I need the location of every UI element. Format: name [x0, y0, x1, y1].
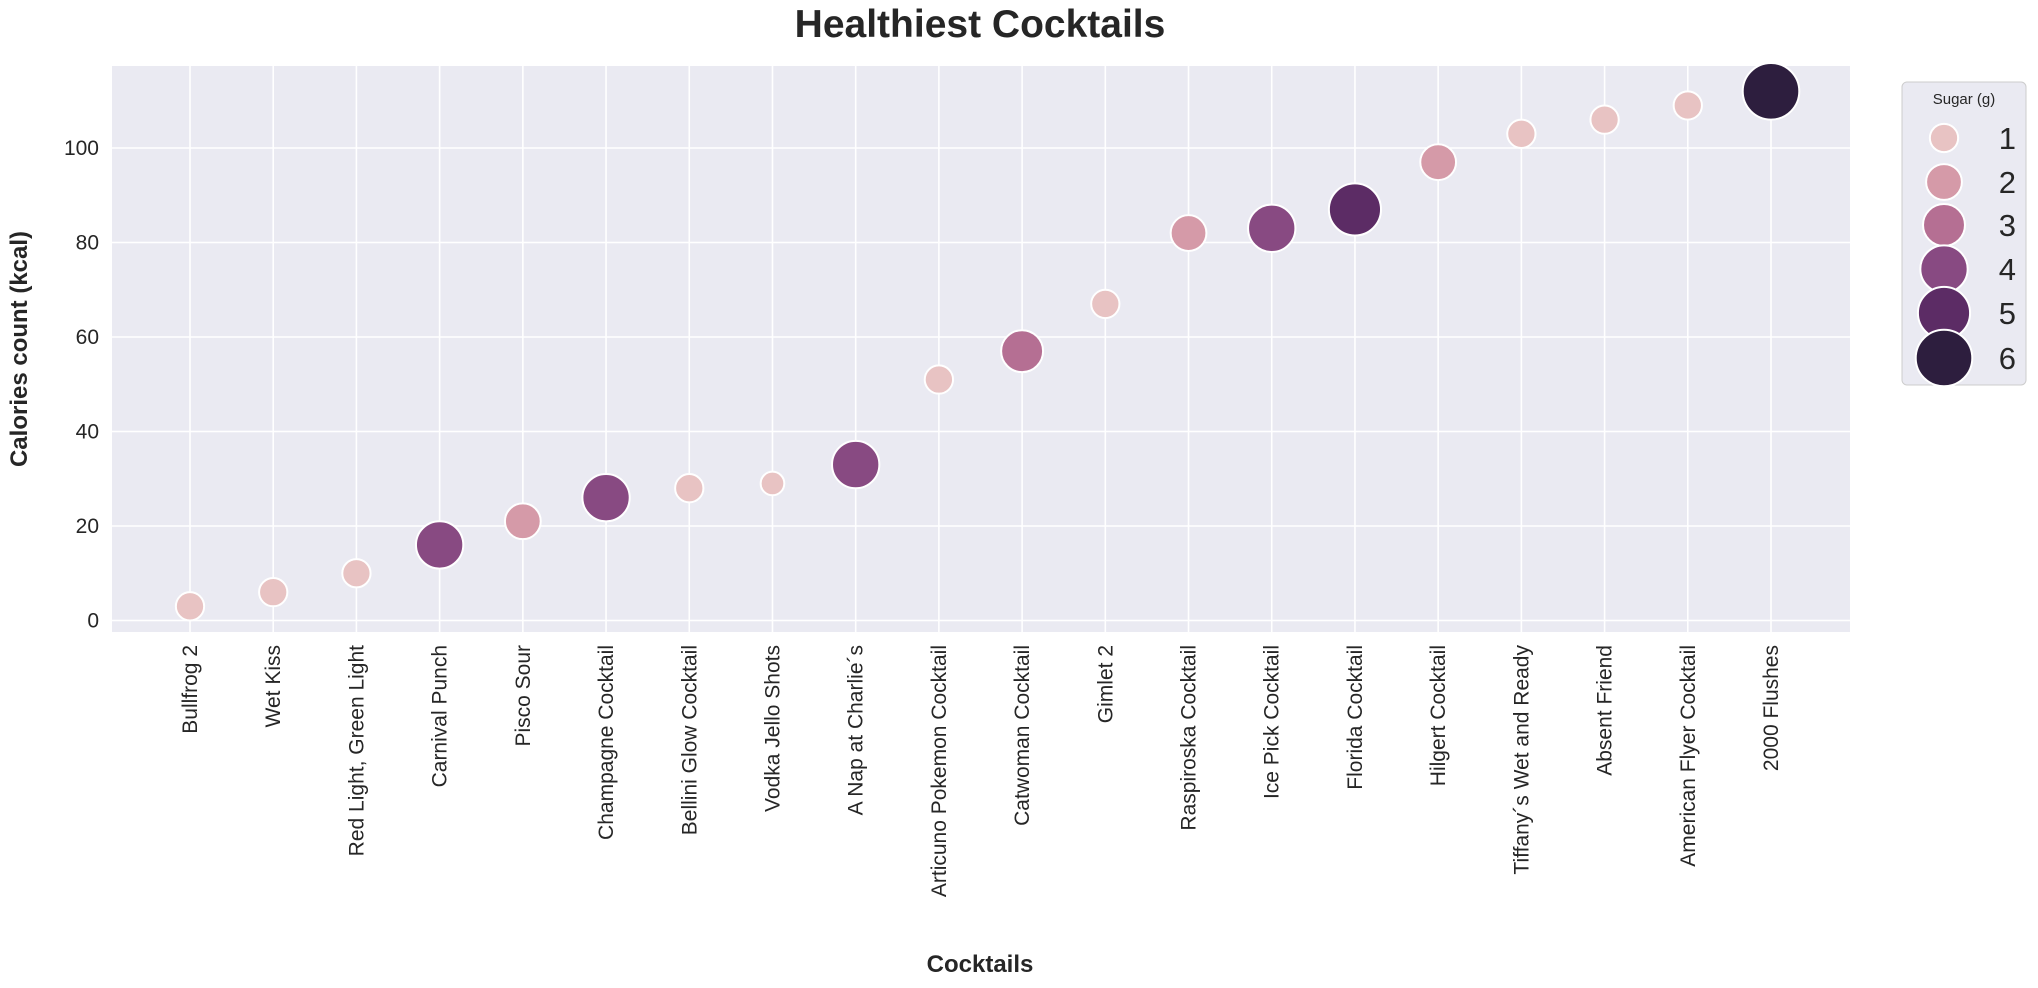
x-tick-label: Red Light, Green Light: [345, 645, 368, 856]
data-point: [1090, 288, 1121, 320]
x-tick-label: Hilgert Cocktail: [1427, 645, 1450, 786]
data-point: [503, 502, 542, 541]
data-point: [414, 520, 465, 570]
y-tick-label: 20: [76, 515, 99, 538]
y-tick-label: 80: [76, 232, 99, 255]
plot-area: [112, 66, 1850, 632]
legend-items: 1 2 3 4 5 6: [1914, 121, 2016, 388]
data-point: [258, 577, 289, 608]
data-point: [1741, 62, 1801, 121]
data-points: [174, 62, 1801, 622]
y-tick-label: 100: [64, 137, 99, 160]
data-point: [674, 473, 705, 504]
x-tick-label: A Nap at Charlie´s: [845, 645, 868, 815]
legend-label: 6: [1999, 341, 2016, 376]
y-tick-label: 60: [76, 326, 99, 349]
y-tick-label: 0: [87, 610, 99, 633]
data-point: [1169, 214, 1208, 252]
legend: Sugar (g) 1 2 3 4 5 6: [1901, 81, 2027, 388]
data-point: [1000, 329, 1045, 374]
legend-label: 1: [1999, 121, 2016, 156]
data-point: [1247, 203, 1297, 253]
x-axis-ticks: Bullfrog 2 Wet Kiss Red Light, Green Light…: [179, 645, 1783, 898]
x-tick-label: Raspiroska Cocktail: [1178, 645, 1201, 831]
legend-label: 5: [1999, 296, 2016, 331]
x-axis-label: Cocktails: [927, 951, 1034, 978]
x-tick-label: Florida Cocktail: [1344, 645, 1367, 790]
data-point: [1589, 104, 1620, 135]
x-tick-label: Gimlet 2: [1094, 645, 1117, 723]
y-axis-ticks: 0 20 40 60 80 100: [64, 137, 99, 633]
data-point: [174, 591, 206, 622]
x-tick-label: Wet Kiss: [262, 645, 285, 727]
x-tick-label: American Flyer Cocktail: [1677, 645, 1700, 867]
x-tick-label: 2000 Flushes: [1760, 645, 1783, 771]
data-point: [341, 558, 372, 589]
x-tick-label: Bellini Glow Cocktail: [678, 645, 701, 835]
data-point: [1506, 118, 1537, 149]
data-point: [831, 439, 881, 490]
y-axis-label: Calories count (kcal): [6, 231, 33, 467]
data-point: [1672, 90, 1703, 121]
x-tick-label: Ice Pick Cocktail: [1261, 645, 1284, 799]
legend-marker: [1922, 203, 1966, 247]
data-point: [923, 364, 955, 395]
data-point: [581, 472, 631, 523]
legend-label: 3: [1999, 208, 2016, 243]
data-point: [1327, 182, 1383, 237]
legend-marker: [1925, 163, 1963, 201]
x-tick-label: Carnival Punch: [429, 645, 452, 787]
legend-marker: [1919, 244, 1969, 294]
legend-marker: [1914, 328, 1974, 388]
x-tick-label: Champagne Cocktail: [595, 645, 618, 840]
data-point: [759, 470, 786, 497]
grid-lines: [112, 66, 1850, 632]
x-tick-label: Absent Friend: [1594, 645, 1617, 776]
chart-title: Healthiest Cocktails: [795, 3, 1166, 46]
x-tick-label: Vodka Jello Shots: [761, 645, 784, 812]
legend-title: Sugar (g): [1933, 91, 1996, 108]
x-tick-label: Bullfrog 2: [179, 645, 202, 734]
x-tick-label: Pisco Sour: [512, 645, 535, 747]
x-tick-label: Catwoman Cocktail: [1011, 645, 1034, 826]
y-tick-label: 40: [76, 421, 99, 444]
legend-label: 4: [1999, 252, 2016, 287]
legend-label: 2: [1999, 165, 2016, 200]
data-point: [1419, 143, 1458, 182]
legend-marker: [1928, 122, 1960, 154]
x-tick-label: Tiffany´s Wet and Ready: [1510, 645, 1533, 875]
x-tick-label: Articuno Pokemon Cocktail: [928, 645, 951, 897]
